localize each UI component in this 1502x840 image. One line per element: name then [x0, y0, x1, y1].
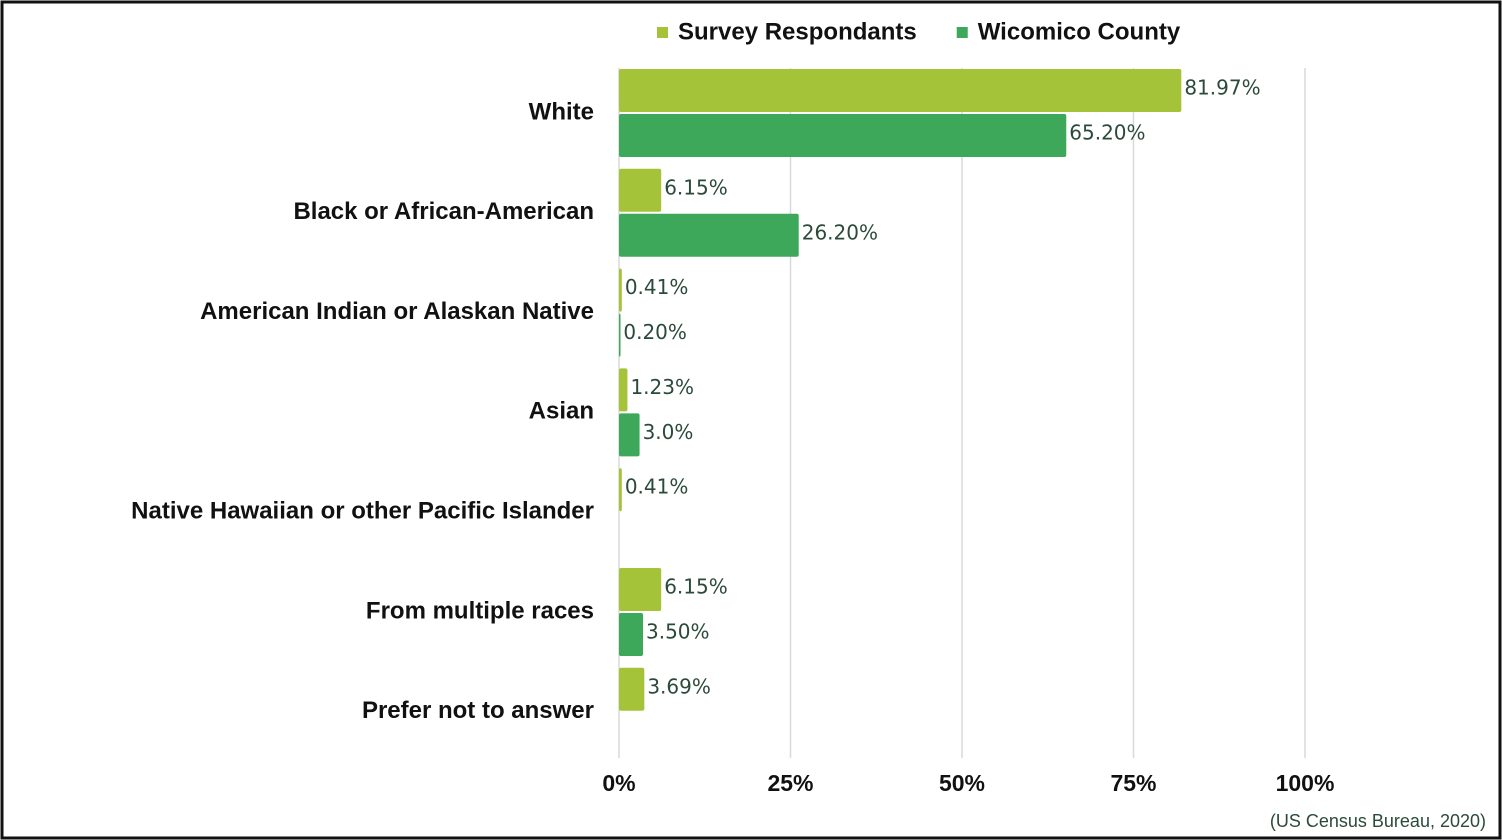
bar	[619, 268, 622, 312]
legend-label: Survey Respondants	[678, 18, 917, 45]
category-label: Prefer not to answer	[362, 697, 594, 724]
legend-label: Wicomico County	[978, 18, 1181, 45]
data-label: 26.20%	[802, 220, 878, 244]
bar	[619, 168, 662, 212]
bar	[619, 213, 799, 257]
category-label: Native Hawaiian or other Pacific Islande…	[131, 498, 594, 525]
category-label: From multiple races	[366, 597, 594, 624]
data-label: 6.15%	[664, 175, 728, 199]
category-label: Asian	[529, 398, 594, 425]
bar	[619, 468, 622, 512]
legend-swatch	[956, 27, 968, 38]
bar	[619, 613, 644, 656]
legend-swatch	[657, 27, 668, 38]
data-label: 3.0%	[643, 420, 694, 444]
data-label: 1.23%	[630, 375, 694, 399]
x-tick-label: 100%	[1276, 770, 1335, 796]
bar	[619, 568, 662, 611]
bar	[619, 114, 1067, 157]
data-label: 0.41%	[625, 275, 689, 299]
bar	[619, 69, 1182, 112]
bar	[619, 368, 628, 412]
x-tick-label: 75%	[1110, 770, 1156, 796]
bar	[619, 313, 621, 357]
bar	[619, 413, 640, 457]
source-note: (US Census Bureau, 2020)	[1270, 811, 1486, 831]
data-label: 65.20%	[1069, 121, 1145, 145]
bar	[619, 667, 645, 711]
category-label: White	[529, 98, 594, 125]
data-label: 0.20%	[623, 320, 687, 344]
x-tick-label: 25%	[767, 770, 813, 796]
data-label: 6.15%	[664, 575, 728, 599]
data-label: 0.41%	[625, 475, 689, 499]
data-label: 3.69%	[647, 674, 711, 698]
data-label: 3.50%	[646, 620, 710, 644]
x-tick-label: 50%	[939, 770, 985, 796]
category-label: American Indian or Alaskan Native	[200, 298, 594, 325]
category-label: Black or African-American	[293, 198, 594, 225]
data-label: 81.97%	[1184, 76, 1260, 100]
x-tick-label: 0%	[602, 770, 635, 796]
